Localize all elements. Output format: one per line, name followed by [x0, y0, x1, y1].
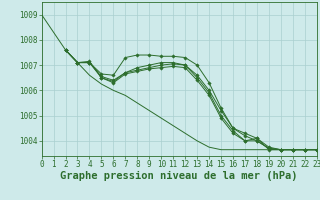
X-axis label: Graphe pression niveau de la mer (hPa): Graphe pression niveau de la mer (hPa)	[60, 171, 298, 181]
